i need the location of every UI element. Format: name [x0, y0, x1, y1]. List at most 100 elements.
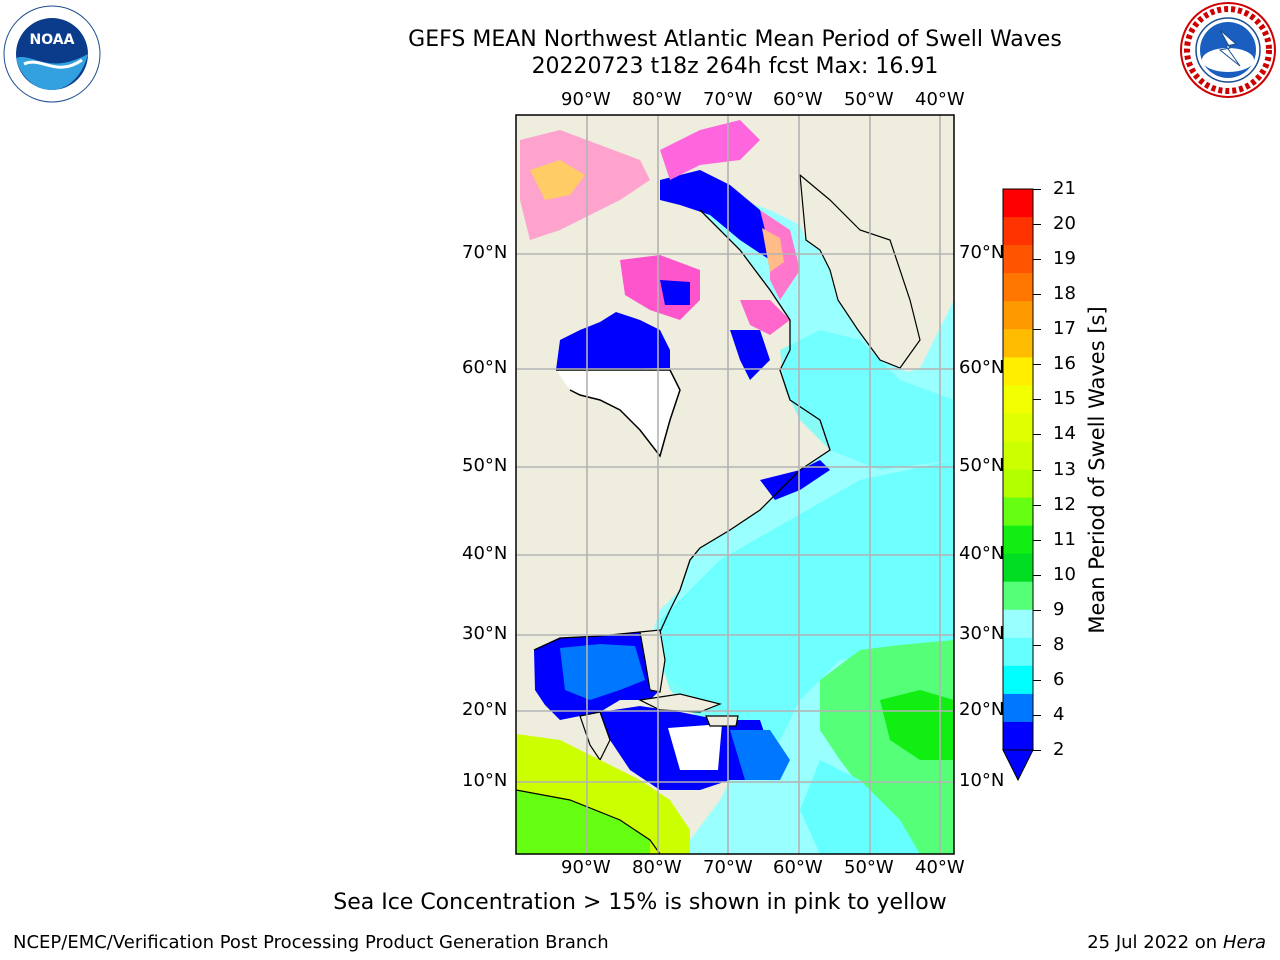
- colorbar-swatch: [1003, 301, 1033, 330]
- colorbar-tick-label: 11: [1053, 528, 1076, 550]
- sea-ice-davis-core: [762, 228, 784, 272]
- colorbar-tick-mark: [1033, 469, 1041, 471]
- colorbar-tick-mark: [1033, 504, 1041, 506]
- sea-ice-note: Sea Ice Concentration > 15% is shown in …: [333, 890, 947, 915]
- colorbar-swatch: [1003, 217, 1033, 246]
- colorbar-tick-label: 13: [1053, 458, 1076, 480]
- colorbar-tick-mark: [1033, 434, 1041, 436]
- colorbar-tick-label: 10: [1053, 563, 1076, 585]
- colorbar-swatch: [1003, 497, 1033, 527]
- colorbar-tick-label: 18: [1053, 283, 1076, 305]
- colorbar-swatch: [1003, 553, 1033, 583]
- lat-label-right: 10°N: [959, 770, 1005, 791]
- south-america-coast: [516, 789, 661, 854]
- colorbar-tick-mark: [1033, 750, 1041, 751]
- colorbar-swatch: [1003, 525, 1033, 555]
- lat-label-left: 50°N: [462, 455, 508, 476]
- colorbar-tick-label: 8: [1053, 633, 1065, 655]
- lat-label-right: 50°N: [959, 455, 1005, 476]
- colorbar-tick-label: 21: [1053, 178, 1076, 199]
- map-title: GEFS MEAN Northwest Atlantic Mean Period…: [408, 27, 1062, 52]
- colorbar-swatch: [1003, 273, 1033, 302]
- colorbar-tick-label: 19: [1053, 248, 1076, 270]
- colorbar-swatch: [1003, 665, 1033, 695]
- gulf-inner: [560, 644, 645, 700]
- colorbar-swatch: [1003, 329, 1033, 358]
- machine-name: Hera: [1222, 932, 1266, 953]
- colorbar-tick-label: 6: [1053, 668, 1065, 690]
- date-value: 25 Jul 2022 on: [1087, 932, 1218, 953]
- colorbar-tick-label: 4: [1053, 703, 1065, 725]
- lon-label-top: 40°W: [915, 89, 965, 110]
- colorbar-tick-label: 9: [1053, 598, 1065, 620]
- colorbar-tick-label: 16: [1053, 353, 1076, 375]
- colorbar-tick-mark: [1033, 679, 1041, 681]
- colorbar-swatch: [1003, 609, 1033, 639]
- gulf-coast: [533, 631, 641, 651]
- gulf-st-lawrence: [760, 460, 830, 500]
- date-text: 25 Jul 2022 on Hera: [1087, 932, 1266, 953]
- sea-ice-archipelago-yellow: [530, 160, 585, 200]
- lat-label-left: 10°N: [462, 770, 508, 791]
- nws-logo: [1178, 0, 1278, 100]
- lon-label-bottom: 50°W: [844, 857, 894, 878]
- colorbar-tick-label: 17: [1053, 318, 1076, 340]
- colorbar-tick-mark: [1033, 259, 1041, 261]
- colorbar-tick-mark: [1033, 399, 1041, 401]
- cuba: [638, 693, 722, 713]
- labrador-coast: [699, 209, 831, 471]
- colorbar-tick-label: 20: [1053, 213, 1076, 235]
- colorbar: [1002, 188, 1034, 782]
- lon-label-bottom: 60°W: [773, 857, 823, 878]
- ocean-cyan-south: [800, 760, 920, 854]
- colorbar-tick-label: 2: [1053, 739, 1065, 760]
- colorbar-swatch: [1003, 385, 1033, 414]
- map-subtitle: 20220723 t18z 264h fcst Max: 16.91: [531, 54, 939, 79]
- noaa-logo-text: NOAA: [30, 32, 75, 48]
- noaa-logo: NOAA: [2, 4, 102, 104]
- colorbar-label: Mean Period of Swell Waves [s]: [1085, 306, 1109, 634]
- lon-label-top: 90°W: [561, 89, 611, 110]
- graticule: [516, 115, 954, 854]
- colorbar-tick-mark: [1033, 574, 1041, 576]
- lat-label-right: 60°N: [959, 357, 1005, 378]
- credit-text: NCEP/EMC/Verification Post Processing Pr…: [13, 932, 609, 953]
- lon-label-top: 70°W: [703, 89, 753, 110]
- colorbar-swatch: [1003, 245, 1033, 274]
- sea-ice-baffin: [660, 120, 760, 180]
- lat-label-left: 70°N: [462, 242, 508, 263]
- colorbar-tick-mark: [1033, 609, 1041, 611]
- hudson-bay: [556, 312, 670, 370]
- colorbar-extend-arrow: [1002, 749, 1034, 782]
- colorbar-tick-mark: [1033, 644, 1041, 646]
- lon-label-top: 50°W: [844, 89, 894, 110]
- map-frame: [515, 114, 955, 855]
- lat-label-right: 40°N: [959, 543, 1005, 564]
- colorbar-swatch: [1003, 413, 1033, 442]
- colorbar-tick-mark: [1033, 294, 1041, 296]
- lon-label-bottom: 40°W: [915, 857, 965, 878]
- lat-label-left: 30°N: [462, 623, 508, 644]
- colorbar-tick-mark: [1033, 539, 1041, 541]
- baffin-bay: [660, 170, 780, 260]
- lon-label-bottom: 80°W: [632, 857, 682, 878]
- lat-label-right: 70°N: [959, 242, 1005, 263]
- caribbean-east: [730, 730, 790, 780]
- colorbar-tick-label: 15: [1053, 388, 1076, 410]
- colorbar-tick-label: 14: [1053, 423, 1076, 445]
- colorbar-tick-mark: [1033, 189, 1041, 190]
- colorbar-swatch: [1003, 357, 1033, 386]
- ocean-green-core: [880, 690, 954, 760]
- colorbar-swatch: [1003, 581, 1033, 611]
- colorbar-tick-mark: [1033, 329, 1041, 331]
- colorbar-tick-label: 12: [1053, 493, 1076, 515]
- colorbar-swatch: [1003, 441, 1033, 470]
- lon-label-bottom: 90°W: [561, 857, 611, 878]
- colorbar-swatch: [1003, 721, 1033, 751]
- colorbar-tick-mark: [1033, 714, 1041, 716]
- lat-label-left: 20°N: [462, 699, 508, 720]
- lat-label-right: 20°N: [959, 699, 1005, 720]
- sea-ice-south: [740, 300, 790, 335]
- colorbar-swatch: [1003, 189, 1033, 218]
